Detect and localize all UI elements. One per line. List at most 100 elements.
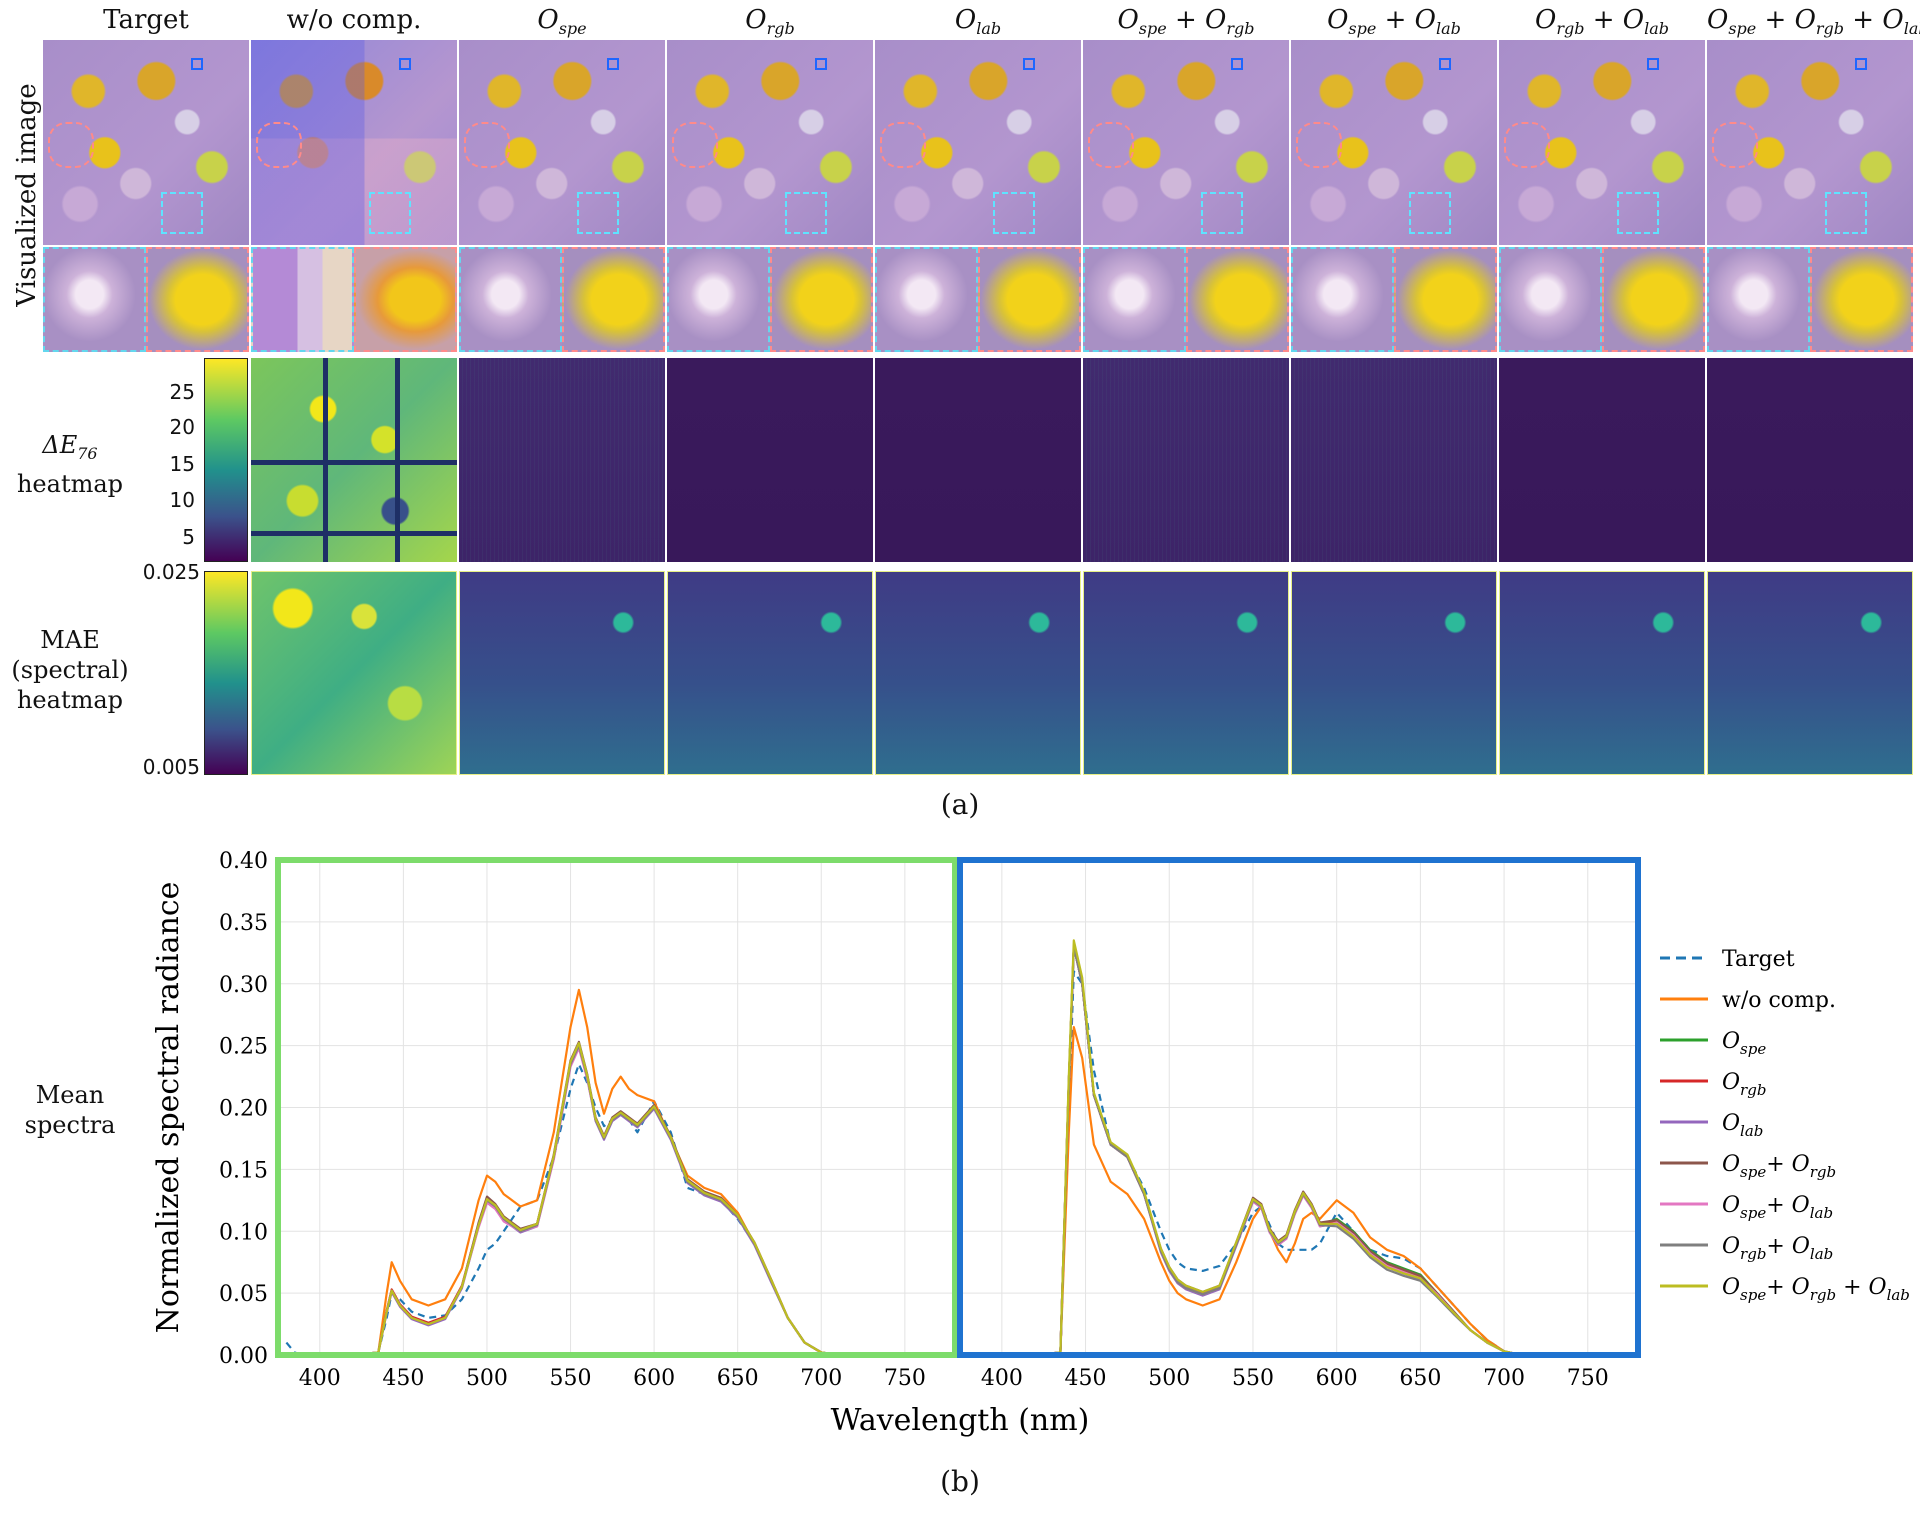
red-roi-box [1088,122,1134,168]
red-roi-box [464,122,510,168]
mean-word: Mean [35,1081,105,1109]
red-roi-box [880,122,926,168]
mae-spectral-word: (spectral) [11,656,129,684]
legend-label-8: Ospe+ Orgb + Olab [1722,1275,1910,1304]
y-tick-label: 0.05 [219,1282,268,1307]
series-line-0 [968,970,1638,1357]
zoom-red-crop [1602,247,1705,352]
mae-heatmap [1291,571,1497,775]
de76-heatmap [1291,358,1497,562]
x-tick-label: 500 [1148,1366,1190,1391]
zoom-cyan-crop [1499,247,1602,352]
column-header-0: Target [103,5,189,35]
legend-label-7: Orgb+ Olab [1722,1234,1833,1263]
de76-heatmap [251,358,457,562]
mae-heatmap [251,571,457,775]
x-tick-label: 650 [1399,1366,1441,1391]
y-tick-label: 0.10 [219,1220,268,1245]
blue-roi-box [1855,58,1867,70]
column-header-4: Olab [954,5,1002,39]
cyan-roi-box [1201,192,1243,234]
x-tick-label: 450 [382,1366,424,1391]
zoom-cyan-crop [667,247,770,352]
blue-roi-box [399,58,411,70]
cyan-roi-box [1825,192,1867,234]
zoom-red-crop [354,247,457,352]
caption-a: (a) [940,788,980,821]
x-tick-label: 550 [1232,1366,1274,1391]
de76-heatmap [1707,358,1913,562]
visualized-image [1291,40,1497,245]
x-tick-label: 550 [550,1366,592,1391]
column-header-8: Ospe + Orgb + Olab [1707,5,1920,39]
row-label-mean-spectra: Mean spectra [10,1080,130,1140]
mae-heatmap [1083,571,1289,775]
zoom-cyan-crop [1083,247,1186,352]
zoom-red-crop [770,247,873,352]
zoom-red-crop [562,247,665,352]
zoom-cyan-crop [875,247,978,352]
blue-roi-box [1023,58,1035,70]
de76-tick: 10 [169,488,195,512]
cyan-roi-box [369,192,411,234]
legend-label-0: Target [1722,947,1795,972]
spectra-word: spectra [24,1111,116,1139]
visualized-image [1499,40,1705,245]
mae-colorbar [204,571,248,775]
series-line-1 [286,988,955,1357]
red-roi-box [48,122,94,168]
mae-tick-top: 0.025 [142,560,200,584]
y-tick-label: 0.40 [219,849,268,874]
visualized-image [1083,40,1289,245]
visualized-image [1707,40,1913,245]
x-tick-label: 750 [1567,1366,1609,1391]
cyan-roi-box [577,192,619,234]
red-roi-box [1504,122,1550,168]
de76-subscript: 76 [77,443,98,463]
row-label-mae: MAE (spectral) heatmap [10,625,130,715]
zoom-cyan-crop [251,247,354,352]
zoom-cyan-crop [1707,247,1810,352]
visualized-image [43,40,249,245]
mae-heatmap [1707,571,1913,775]
cyan-roi-box [1617,192,1659,234]
legend-label-5: Ospe+ Orgb [1722,1152,1836,1181]
mae-heatmap [1499,571,1705,775]
zoom-red-crop [978,247,1081,352]
de76-heatmap [667,358,873,562]
de76-tick: 5 [182,525,195,549]
column-header-2: Ospe [537,5,587,39]
zoom-red-crop [146,247,249,352]
mae-heatmap [875,571,1081,775]
mae-heatmap [667,571,873,775]
de76-heatmap [1499,358,1705,562]
x-tick-label: 500 [466,1366,508,1391]
x-tick-label: 650 [717,1366,759,1391]
zoom-red-crop [1810,247,1913,352]
y-tick-label: 0.30 [219,973,268,998]
visualized-image [875,40,1081,245]
cyan-roi-box [993,192,1035,234]
cyan-roi-box [785,192,827,234]
x-tick-label: 700 [800,1366,842,1391]
x-tick-label: 400 [299,1366,341,1391]
cyan-roi-box [1409,192,1451,234]
row-label-de76: ΔE76 heatmap [10,430,130,499]
de76-heatmap-word: heatmap [16,469,124,498]
y-tick-label: 0.20 [219,1097,268,1122]
de76-tick: 15 [169,452,195,476]
series-line-8 [968,939,1638,1357]
column-header-5: Ospe + Orgb [1117,5,1255,39]
mae-heatmap [459,571,665,775]
de76-heatmap [459,358,665,562]
visualized-image [667,40,873,245]
blue-roi-box [1647,58,1659,70]
y-tick-label: 0.25 [219,1035,268,1060]
grid-line [251,460,457,465]
de76-symbol: ΔE [42,431,78,459]
subplot-frame-blue [957,857,1641,1358]
y-tick-label: 0.15 [219,1158,268,1183]
visualized-image [459,40,665,245]
zoom-cyan-crop [459,247,562,352]
blue-roi-box [1439,58,1451,70]
